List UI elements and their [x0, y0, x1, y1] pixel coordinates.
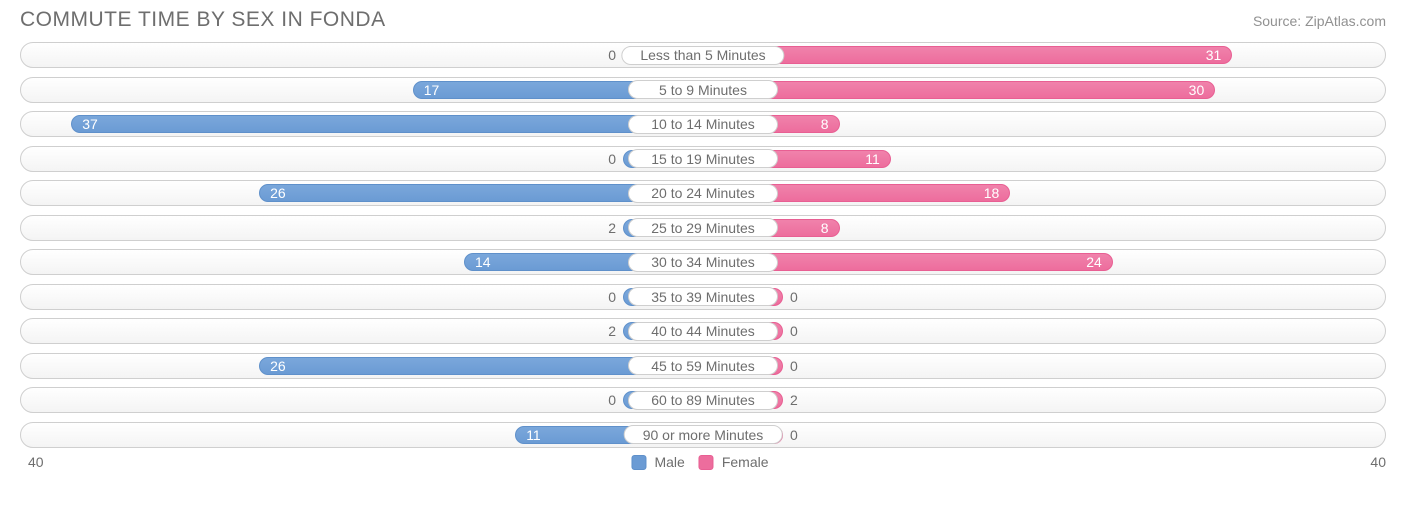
female-half: 0	[703, 319, 1385, 343]
category-label: 35 to 39 Minutes	[628, 287, 778, 306]
male-half: 2	[21, 319, 703, 343]
male-value: 11	[526, 427, 541, 443]
bar-row: 2 8 25 to 29 Minutes	[20, 215, 1386, 241]
male-value: 0	[608, 392, 624, 408]
female-value: 0	[782, 289, 798, 305]
male-half: 0	[21, 43, 703, 67]
female-half: 2	[703, 388, 1385, 412]
male-value: 17	[424, 82, 440, 98]
category-label: 60 to 89 Minutes	[628, 391, 778, 410]
category-label: 40 to 44 Minutes	[628, 322, 778, 341]
male-value: 0	[608, 151, 624, 167]
category-label: 5 to 9 Minutes	[628, 80, 778, 99]
female-half: 18	[703, 181, 1385, 205]
bar-row: 0 260 to 89 Minutes	[20, 387, 1386, 413]
female-half: 24	[703, 250, 1385, 274]
male-value: 2	[608, 323, 624, 339]
male-value: 26	[270, 358, 286, 374]
bar-row: 0 31 Less than 5 Minutes	[20, 42, 1386, 68]
bar-row: 37 8 10 to 14 Minutes	[20, 111, 1386, 137]
category-label: Less than 5 Minutes	[621, 46, 784, 65]
male-half: 26	[21, 354, 703, 378]
female-half: 0	[703, 354, 1385, 378]
chart-area: 0 31 Less than 5 Minutes 17 30 5 to 9 Minutes…	[0, 36, 1406, 448]
female-value: 2	[782, 392, 798, 408]
legend-female-label: Female	[722, 454, 769, 470]
bar-row: 26 18 20 to 24 Minutes	[20, 180, 1386, 206]
male-half: 2	[21, 216, 703, 240]
male-value: 0	[608, 289, 624, 305]
male-value: 26	[270, 185, 286, 201]
male-half: 0	[21, 147, 703, 171]
category-label: 25 to 29 Minutes	[628, 218, 778, 237]
axis-max-right: 40	[1370, 454, 1386, 470]
male-half: 0	[21, 388, 703, 412]
category-label: 15 to 19 Minutes	[628, 149, 778, 168]
category-label: 45 to 59 Minutes	[628, 356, 778, 375]
female-value: 24	[1086, 254, 1102, 270]
bar-row: 0 11 15 to 19 Minutes	[20, 146, 1386, 172]
legend: Male Female	[631, 454, 774, 470]
category-label: 20 to 24 Minutes	[628, 184, 778, 203]
female-half: 30	[703, 78, 1385, 102]
female-half: 0	[703, 423, 1385, 447]
female-value: 11	[865, 151, 880, 167]
female-half: 8	[703, 112, 1385, 136]
male-swatch-icon	[631, 455, 646, 470]
male-bar: 37	[71, 115, 703, 133]
bar-row: 14 24 30 to 34 Minutes	[20, 249, 1386, 275]
male-value: 14	[475, 254, 491, 270]
female-value: 8	[821, 220, 829, 236]
male-half: 26	[21, 181, 703, 205]
male-half: 14	[21, 250, 703, 274]
bar-row: 11 090 or more Minutes	[20, 422, 1386, 448]
female-value: 18	[984, 185, 1000, 201]
chart-title: COMMUTE TIME BY SEX IN FONDA	[20, 8, 386, 32]
category-label: 10 to 14 Minutes	[628, 115, 778, 134]
footer: 40 Male Female 40	[0, 454, 1406, 470]
bar-row: 26 045 to 59 Minutes	[20, 353, 1386, 379]
male-value: 37	[82, 116, 98, 132]
male-half: 17	[21, 78, 703, 102]
female-bar: 30	[703, 81, 1215, 99]
bar-row: 0 035 to 39 Minutes	[20, 284, 1386, 310]
female-half: 0	[703, 285, 1385, 309]
bar-row: 17 30 5 to 9 Minutes	[20, 77, 1386, 103]
female-value: 0	[782, 427, 798, 443]
header: COMMUTE TIME BY SEX IN FONDA Source: Zip…	[0, 0, 1406, 36]
female-half: 8	[703, 216, 1385, 240]
female-half: 31	[703, 43, 1385, 67]
female-half: 11	[703, 147, 1385, 171]
male-half: 11	[21, 423, 703, 447]
axis-max-left: 40	[28, 454, 44, 470]
male-value: 2	[608, 220, 624, 236]
bar-row: 2 040 to 44 Minutes	[20, 318, 1386, 344]
legend-male-label: Male	[654, 454, 684, 470]
female-value: 31	[1206, 47, 1222, 63]
male-half: 0	[21, 285, 703, 309]
male-half: 37	[21, 112, 703, 136]
female-value: 0	[782, 358, 798, 374]
female-value: 8	[821, 116, 829, 132]
category-label: 30 to 34 Minutes	[628, 253, 778, 272]
female-value: 30	[1189, 82, 1205, 98]
female-swatch-icon	[699, 455, 714, 470]
source-attribution: Source: ZipAtlas.com	[1253, 13, 1386, 29]
female-value: 0	[782, 323, 798, 339]
category-label: 90 or more Minutes	[624, 425, 783, 444]
